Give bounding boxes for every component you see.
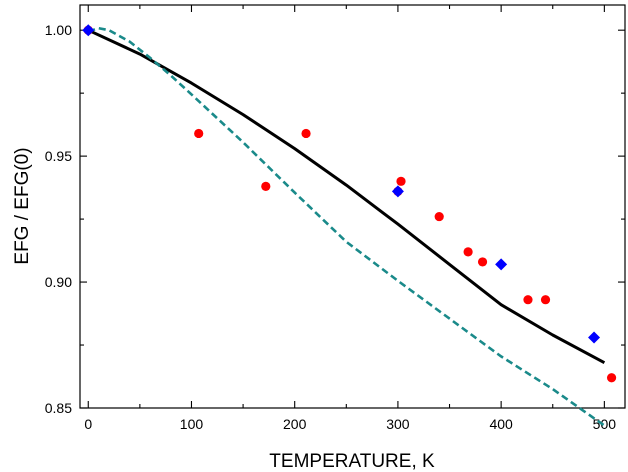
x-tick-label: 200 [283, 416, 307, 432]
data-point-diamond [588, 331, 601, 344]
x-tick-label: 0 [84, 416, 92, 432]
data-point-circle [463, 247, 473, 257]
x-tick-label: 100 [180, 416, 204, 432]
dashed-curve [87, 26, 606, 427]
data-point-diamond [82, 24, 95, 37]
x-axis-title: TEMPERATURE, K [269, 451, 435, 472]
data-point-circle [477, 257, 488, 267]
data-point-circle [301, 128, 311, 139]
data-point-circle [523, 295, 533, 305]
data-point-diamond [391, 185, 404, 198]
y-tick-label: 0.95 [45, 148, 72, 164]
data-point-circle [540, 295, 551, 305]
data-point-circle [396, 176, 406, 186]
series-layer [82, 24, 617, 427]
solid-curve [87, 28, 606, 365]
data-point-diamond [495, 258, 508, 271]
data-point-circle [194, 128, 204, 139]
y-axis-tick-labels: 0.85 0.90 0.95 1.00 [45, 22, 72, 416]
y-axis-ticks [80, 29, 625, 409]
x-tick-label: 300 [386, 416, 410, 432]
x-axis-tick-labels: 0 100 200 300 400 500 [84, 416, 616, 432]
plot-frame [79, 4, 626, 409]
data-point-circle [606, 373, 617, 383]
y-tick-label: 0.85 [45, 400, 72, 416]
y-tick-label: 1.00 [45, 22, 72, 38]
x-tick-label: 500 [593, 416, 617, 432]
x-tick-label: 400 [489, 416, 513, 432]
x-axis-ticks [87, 5, 605, 408]
y-axis-title: EFG / EFG(0) [12, 147, 33, 264]
data-point-circle [261, 181, 271, 191]
data-point-circle [434, 211, 444, 222]
y-tick-label: 0.90 [45, 274, 72, 290]
